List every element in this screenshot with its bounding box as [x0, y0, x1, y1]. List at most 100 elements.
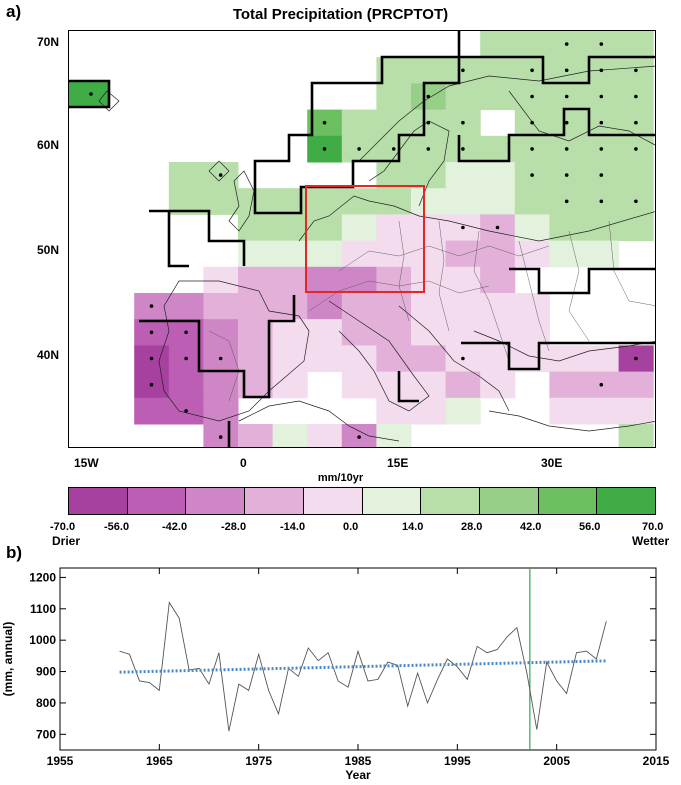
grid-cell: [480, 266, 516, 294]
grid-cell: [411, 188, 447, 215]
significance-dot: [634, 68, 638, 73]
colorbar-label: -42.0: [162, 521, 188, 533]
significance-dot: [149, 356, 154, 361]
significance-boundary: [457, 107, 655, 163]
grid-cell: [272, 319, 308, 346]
lat-label-70n: 70N: [37, 35, 60, 49]
grid-cell: [307, 266, 343, 294]
x-ticks: 1955 1965 1975 1985 1995 2005 2015: [47, 568, 670, 768]
units-label: mm/10yr: [317, 472, 364, 484]
x-tick-label: 1975: [245, 754, 272, 768]
grid-cell: [411, 162, 447, 189]
grid-cell: [445, 319, 481, 346]
significance-boundary: [397, 371, 419, 403]
x-tick-label: 2015: [643, 754, 670, 768]
grid-cell: [445, 397, 481, 425]
grid-cell: [376, 83, 412, 111]
colorbar-label: -70.0: [50, 521, 76, 533]
significance-dot: [564, 173, 569, 177]
map-canvas: [69, 31, 655, 447]
y-tick-label: 900: [36, 665, 56, 679]
grid-cell: [376, 293, 412, 320]
grid-cell: [203, 293, 239, 320]
colorbar-label: 56.0: [579, 521, 601, 533]
grid-cell: [307, 345, 343, 373]
significance-dot: [564, 42, 569, 46]
colorbar-label: -28.0: [221, 521, 247, 533]
grid-cell: [341, 109, 377, 137]
significance-region-outline: [69, 31, 655, 447]
grid-cell: [618, 214, 654, 242]
significance-dot: [530, 120, 534, 125]
significance-dot: [426, 120, 431, 125]
significance-dot: [322, 120, 327, 125]
grid-cell: [376, 424, 412, 447]
significance-boundary: [459, 55, 655, 85]
significance-dot: [184, 356, 188, 361]
significance-boundary: [509, 267, 655, 295]
lat-label-40n: 40N: [37, 348, 60, 362]
lon-label-0: 0: [240, 456, 247, 470]
grid-cell: [480, 293, 516, 320]
grid-cell: [341, 240, 377, 268]
colorbar-swatch: [538, 488, 598, 514]
study-region-box: [305, 185, 425, 293]
grid-cell: [376, 319, 412, 346]
y-tick-label: 1200: [29, 570, 56, 584]
significance-dot: [461, 225, 465, 230]
grid-cell: [480, 319, 516, 346]
grid-cell: [584, 345, 620, 373]
grid-cell: [618, 162, 654, 189]
significance-dot: [634, 94, 638, 99]
significance-dot: [634, 199, 638, 204]
grid-cell: [238, 345, 274, 373]
grid-cell: [549, 371, 585, 399]
y-axis-label: (mm, annual): [1, 622, 15, 697]
significance-dot: [391, 147, 396, 151]
grid-cell: [618, 31, 654, 58]
significance-dot: [426, 94, 431, 99]
colorbar-label: 42.0: [520, 521, 542, 533]
significance-dot: [564, 199, 569, 204]
y-tick-label: 700: [36, 727, 56, 741]
grid-cell: [168, 371, 204, 399]
drier-label: Drier: [52, 534, 81, 548]
grid-cell: [341, 266, 377, 294]
grid-cell: [584, 397, 620, 425]
grid-cell: [618, 397, 654, 425]
colorbar-swatch: [245, 488, 304, 514]
lon-label-15e: 15E: [387, 456, 409, 470]
significance-dot: [426, 147, 431, 151]
grid-cell: [168, 162, 204, 189]
colorbar-label: -56.0: [104, 521, 130, 533]
lat-label-50n: 50N: [37, 243, 60, 257]
colorbar-label: -14.0: [280, 521, 306, 533]
significance-dot: [184, 409, 188, 413]
grid-cell: [376, 345, 412, 373]
grid-cell: [307, 319, 343, 346]
grid-cell: [341, 293, 377, 320]
grid-cell: [480, 371, 516, 399]
grid-cell: [445, 266, 481, 294]
grid-cell: [376, 266, 412, 294]
grid-cell: [376, 109, 412, 137]
significance-dot: [149, 330, 154, 335]
significance-boundary: [139, 295, 296, 399]
grid-cell: [168, 293, 204, 320]
grid-cell: [341, 214, 377, 242]
lon-label-30e: 30E: [541, 456, 563, 470]
grid-cell: [272, 188, 308, 215]
country-borders: [208, 220, 655, 402]
y-tick-label: 1000: [29, 633, 56, 647]
grid-cell: [272, 293, 308, 320]
grid-cell: [549, 214, 585, 242]
significance-dot: [564, 94, 569, 99]
colorbar-label: 70.0: [642, 521, 664, 533]
significance-dot: [564, 147, 569, 151]
grid-cell: [480, 83, 516, 111]
significance-dot: [461, 120, 465, 125]
significance-dot: [634, 356, 638, 361]
plot-frame: [59, 567, 657, 751]
colorbar-label: 0.0: [343, 521, 359, 533]
x-axis-label: Year: [345, 768, 371, 782]
